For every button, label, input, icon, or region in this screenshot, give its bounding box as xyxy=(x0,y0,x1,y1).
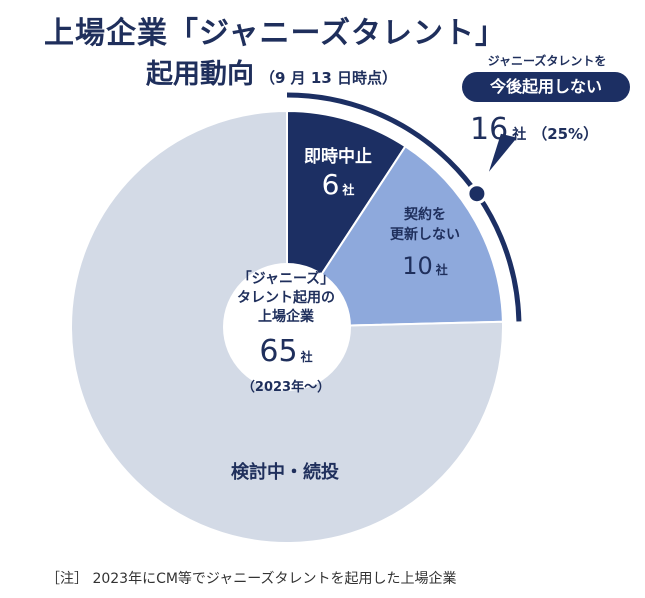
segment-value-no-renewal: 10 社 xyxy=(370,252,480,280)
pie-slice-1 xyxy=(285,144,504,329)
segment-value-number: 6 xyxy=(321,168,340,201)
segment-label-line: 更新しない xyxy=(390,227,460,243)
callout-unit: 社 xyxy=(512,127,527,143)
center-label-line: 上場企業 xyxy=(258,309,314,325)
segment-value-number: 10 xyxy=(402,252,433,280)
callout-arc xyxy=(286,92,522,322)
chart-subtitle-main: 起用動向 xyxy=(146,59,254,90)
center-label-line: タレント起用の xyxy=(237,290,335,306)
chart-subtitle: 起用動向 （9 月 13 日時点） xyxy=(146,52,397,91)
callout-count: 16 社 （25%） xyxy=(470,112,598,147)
segment-label-continuing: 検討中・続投 xyxy=(231,462,339,483)
segment-label-line: 契約を xyxy=(404,207,446,223)
callout-value: 16 xyxy=(470,112,509,147)
segment-label-no-renewal: 契約を 更新しない xyxy=(370,205,480,245)
chart-title: 上場企業「ジャニーズタレント」 xyxy=(44,16,506,51)
center-label-line: 「ジャニーズ」 xyxy=(237,271,335,287)
callout-pointer xyxy=(488,133,517,172)
segment-label-immediate-stop: 即時中止 xyxy=(304,147,372,167)
center-total-value: 65 xyxy=(259,334,298,369)
donut-hole xyxy=(223,263,351,391)
segment-value-unit: 社 xyxy=(342,183,355,197)
date-note: （9 月 13 日時点） xyxy=(260,69,397,87)
center-period: （2023年～） xyxy=(241,380,331,395)
center-total: 65 社 xyxy=(224,334,348,369)
callout-top-text: ジャニーズタレントを xyxy=(487,54,607,68)
center-label: 「ジャニーズ」 タレント起用の 上場企業 xyxy=(224,270,348,327)
callout-pill: 今後起用しない xyxy=(462,72,630,102)
callout-dot xyxy=(466,183,488,205)
callout-percent: （25%） xyxy=(532,125,599,143)
center-total-unit: 社 xyxy=(300,350,313,364)
segment-value-unit: 社 xyxy=(435,263,448,277)
footnote: ［注］ 2023年にCM等でジャニーズタレントを起用した上場企業 xyxy=(46,571,457,587)
